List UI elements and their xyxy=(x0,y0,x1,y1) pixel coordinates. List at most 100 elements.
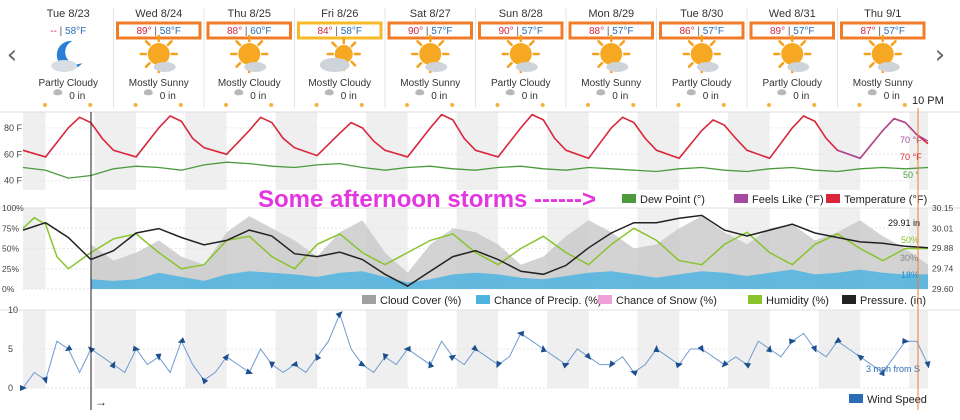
day-column: Thu 8/25 88° | 60°F Mostly Cloudy 0 in xyxy=(203,8,292,108)
sun-ray xyxy=(709,40,716,47)
daylight-marker xyxy=(224,103,228,107)
series-line xyxy=(837,117,929,160)
high-temp: 89° xyxy=(770,26,785,37)
cloud-shape xyxy=(696,62,719,72)
day-label: Sat 8/27 xyxy=(410,8,451,20)
cloud-shape xyxy=(425,62,448,72)
sun-disc xyxy=(419,43,442,65)
precip-icon xyxy=(505,89,515,96)
precip-icon xyxy=(867,89,877,96)
temp-range: 88° | 60°F xyxy=(227,26,272,37)
sun-ray xyxy=(166,40,173,47)
condition-label: Mostly Cloudy xyxy=(308,78,371,89)
sun-ray xyxy=(597,40,604,47)
legend-label: Humidity (%) xyxy=(766,295,829,307)
day-label: Tue 8/23 xyxy=(47,8,90,20)
legend-label: Temperature (°F) xyxy=(844,194,927,206)
sun-disc xyxy=(509,43,532,65)
time-label: 10 PM xyxy=(912,95,944,107)
night-band xyxy=(185,112,227,190)
daylight-marker xyxy=(88,103,93,107)
legend-label: Wind Speed xyxy=(867,394,927,406)
legend-label: Chance of Precip. (%) xyxy=(494,295,602,307)
legend-swatch xyxy=(598,295,612,304)
daylight-marker xyxy=(495,103,500,107)
daylight-marker xyxy=(450,103,455,107)
legend-swatch xyxy=(362,295,376,304)
wind-direction-arrow xyxy=(335,311,343,319)
wind-direction-arrow xyxy=(562,362,570,369)
low-temp: 57°F xyxy=(884,26,905,37)
wind-direction-arrow xyxy=(811,345,817,353)
legend-swatch xyxy=(734,194,748,203)
chevron-right-icon[interactable]: › xyxy=(934,40,946,70)
precip-amount: 0 in xyxy=(341,91,357,102)
temp-separator: | xyxy=(57,26,65,37)
sun-ray xyxy=(778,61,785,68)
wind-direction-arrow xyxy=(789,338,797,345)
daylight-marker xyxy=(43,103,47,107)
wind-direction-arrow xyxy=(878,368,885,377)
highlight-box xyxy=(297,21,383,40)
sun-ray xyxy=(800,40,807,47)
precip-icon xyxy=(686,89,696,96)
temp-range: 90° | 57°F xyxy=(498,26,543,37)
series-line xyxy=(22,113,929,160)
precip-amount: 0 in xyxy=(793,91,809,102)
day-label: Tue 8/30 xyxy=(680,8,723,20)
wind-direction-arrow xyxy=(721,360,729,368)
night-bands xyxy=(23,112,928,190)
daylight-marker xyxy=(269,103,274,107)
sun-ray xyxy=(235,40,242,47)
wind-direction-arrow xyxy=(653,345,660,353)
pressure-line xyxy=(22,214,929,287)
y-tick-label: 10 xyxy=(8,305,18,315)
sun-ray xyxy=(528,40,535,47)
chevron-left-icon[interactable]: ‹ xyxy=(6,40,18,70)
sun-ray xyxy=(438,40,445,47)
wind-direction-arrow xyxy=(132,345,141,352)
precip-amount: 0 in xyxy=(160,91,176,102)
precip-area xyxy=(90,269,928,289)
temp-separator: | xyxy=(152,26,160,37)
sun-cloud-icon xyxy=(773,34,812,74)
daylight-marker xyxy=(812,103,817,107)
sun-cloud-icon xyxy=(682,34,721,74)
precip-icon xyxy=(143,89,153,96)
night-band xyxy=(23,112,46,190)
wind-direction-arrow xyxy=(109,361,116,369)
wind-direction-arrow xyxy=(245,368,254,375)
low-temp: 57°F xyxy=(612,26,633,37)
sun-disc xyxy=(871,43,894,65)
wind-direction-arrow xyxy=(743,362,752,369)
temp-range: -- | 58°F xyxy=(50,26,86,37)
wind-direction-arrow xyxy=(856,354,865,362)
y-tick-label: 5 xyxy=(8,344,13,354)
sun-ray xyxy=(144,40,151,47)
day-label: Wed 8/31 xyxy=(769,8,816,20)
temp-separator: | xyxy=(242,26,250,37)
condition-label: Mostly Sunny xyxy=(129,78,189,89)
wind-direction-arrow xyxy=(448,354,457,361)
wind-direction-arrow xyxy=(290,361,299,367)
wind-direction-arrow xyxy=(403,345,411,352)
y-tick-label: 0 xyxy=(8,383,13,393)
sun-disc xyxy=(690,43,713,65)
cloud-sun-icon xyxy=(319,36,361,72)
cloud-shape xyxy=(787,62,810,72)
day-column: Wed 8/24 89° | 58°F Mostly Sunny 0 in xyxy=(113,8,202,108)
low-temp: 57°F xyxy=(522,26,543,37)
low-temp: 58°F xyxy=(160,26,181,37)
night-band xyxy=(909,310,928,388)
sun-ray xyxy=(619,40,626,47)
sun-disc xyxy=(600,43,623,65)
sun-ray xyxy=(687,40,694,47)
temp-range: 87° | 57°F xyxy=(860,26,905,37)
wind-direction-arrow xyxy=(41,376,48,385)
cloud-shape xyxy=(606,62,629,72)
wind-direction-arrow xyxy=(675,362,683,369)
high-temp: -- xyxy=(50,26,57,37)
sun-ray xyxy=(597,61,604,68)
y-tick-label: 25% xyxy=(2,264,19,274)
precip-amount: 0 in xyxy=(884,91,900,102)
